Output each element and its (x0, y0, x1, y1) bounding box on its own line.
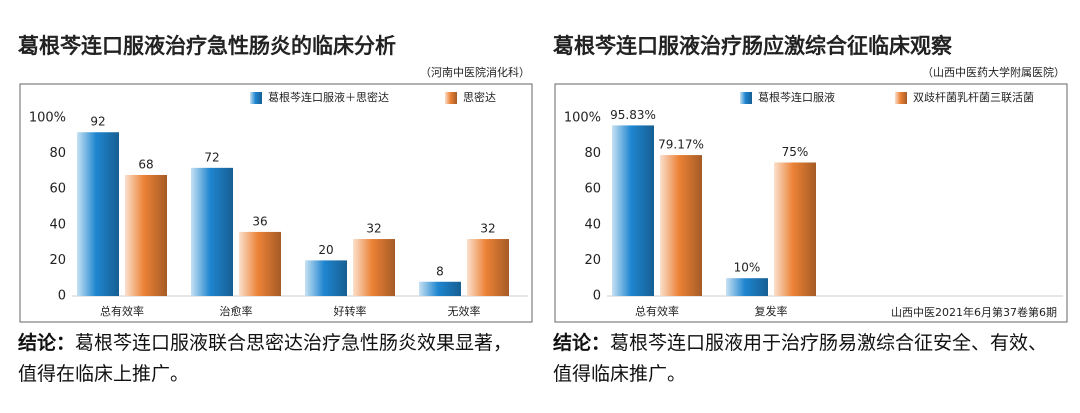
y-tick-label: 80 (49, 146, 66, 161)
bar (77, 132, 119, 296)
bar (419, 281, 461, 296)
x-tick-label: 好转率 (334, 304, 367, 318)
y-tick-label: 20 (584, 253, 601, 268)
x-tick-label: 治愈率 (220, 304, 253, 318)
x-tick-label: 复发率 (755, 304, 788, 318)
value-label: 72 (204, 150, 219, 164)
bar (774, 162, 816, 296)
y-tick-label: 0 (593, 289, 601, 304)
source-note: （山西中医药大学附属医院） (922, 65, 1065, 79)
x-tick-label: 总有效率 (635, 304, 679, 318)
value-label: 20 (318, 243, 333, 257)
legend-label: 思密达 (463, 90, 496, 104)
legend-label: 葛根芩连口服液 (758, 90, 835, 104)
y-tick-label: 100% (29, 111, 66, 126)
value-label: 32 (480, 222, 495, 236)
chart-title: 葛根芩连口服液治疗急性肠炎的临床分析 (18, 34, 396, 58)
conclusion-text: 葛根芩连口服液用于治疗肠易激综合征安全、有效、值得临床推广。 (553, 332, 1048, 385)
legend-label: 葛根芩连口服液＋思密达 (268, 90, 389, 104)
y-tick-label: 80 (584, 146, 601, 161)
value-label: 32 (366, 222, 381, 236)
legend-swatch (740, 92, 752, 104)
y-tick-label: 20 (49, 253, 66, 268)
value-label: 36 (252, 214, 267, 228)
bar (660, 155, 702, 296)
bar (191, 167, 233, 296)
x-tick-label: 无效率 (448, 304, 481, 318)
source-note: （河南中医院消化科） (420, 65, 530, 79)
value-label: 75% (782, 145, 809, 159)
bar (612, 125, 654, 296)
bar (305, 260, 347, 296)
y-tick-label: 100% (564, 111, 601, 126)
value-label: 95.83% (610, 108, 656, 122)
chart: 葛根芩连口服液治疗急性肠炎的临床分析（河南中医院消化科）020406080100… (18, 34, 1068, 323)
bar (467, 239, 509, 296)
plot-frame (19, 83, 533, 323)
legend-swatch (895, 92, 907, 104)
bar (353, 239, 395, 296)
conclusion-label: 结论： (18, 332, 76, 354)
y-tick-label: 60 (584, 182, 601, 197)
bar (125, 174, 167, 296)
legend-swatch (250, 92, 262, 104)
value-label: 68 (138, 157, 153, 171)
bar (726, 278, 768, 296)
y-tick-label: 40 (584, 217, 601, 232)
y-tick-label: 0 (58, 289, 66, 304)
bar (239, 231, 281, 296)
conclusion: 结论：葛根芩连口服液用于治疗肠易激综合征安全、有效、值得临床推广。 (553, 328, 1063, 390)
y-tick-label: 60 (49, 182, 66, 197)
plot-frame (554, 83, 1068, 323)
value-label: 10% (734, 261, 761, 275)
value-label: 8 (436, 264, 444, 278)
value-label: 92 (90, 115, 105, 129)
annotation: 山西中医2021年6月第37卷第6期 (891, 305, 1057, 319)
x-tick-label: 总有效率 (100, 304, 144, 318)
y-tick-label: 40 (49, 217, 66, 232)
value-label: 79.17% (658, 138, 704, 152)
conclusion-text: 葛根芩连口服液联合思密达治疗急性肠炎效果显著，值得在临床上推广。 (18, 332, 513, 385)
conclusion-label: 结论： (553, 332, 611, 354)
legend-swatch (445, 92, 457, 104)
chart-title: 葛根芩连口服液治疗肠应激综合征临床观察 (553, 34, 953, 58)
legend-label: 双歧杆菌乳杆菌三联活菌 (913, 90, 1034, 104)
conclusion: 结论：葛根芩连口服液联合思密达治疗急性肠炎效果显著，值得在临床上推广。 (18, 328, 528, 390)
